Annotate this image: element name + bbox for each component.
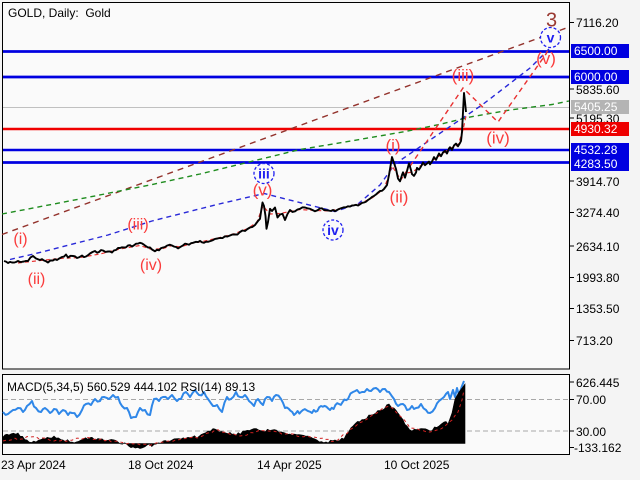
svg-text:v: v — [547, 30, 555, 46]
svg-text:(ii): (ii) — [390, 188, 409, 207]
svg-text:(v): (v) — [253, 181, 273, 200]
svg-text:3: 3 — [546, 10, 557, 32]
svg-text:(ii): (ii) — [28, 271, 46, 288]
svg-text:iii: iii — [258, 166, 270, 182]
svg-text:iv: iv — [327, 222, 339, 238]
svg-text:(iv): (iv) — [486, 129, 510, 148]
svg-text:(i): (i) — [385, 136, 400, 155]
svg-text:(i): (i) — [13, 231, 27, 248]
svg-text:(iii): (iii) — [452, 66, 475, 85]
svg-text:(iii): (iii) — [127, 217, 148, 234]
svg-text:(v): (v) — [536, 49, 556, 68]
svg-text:(iv): (iv) — [140, 257, 162, 274]
